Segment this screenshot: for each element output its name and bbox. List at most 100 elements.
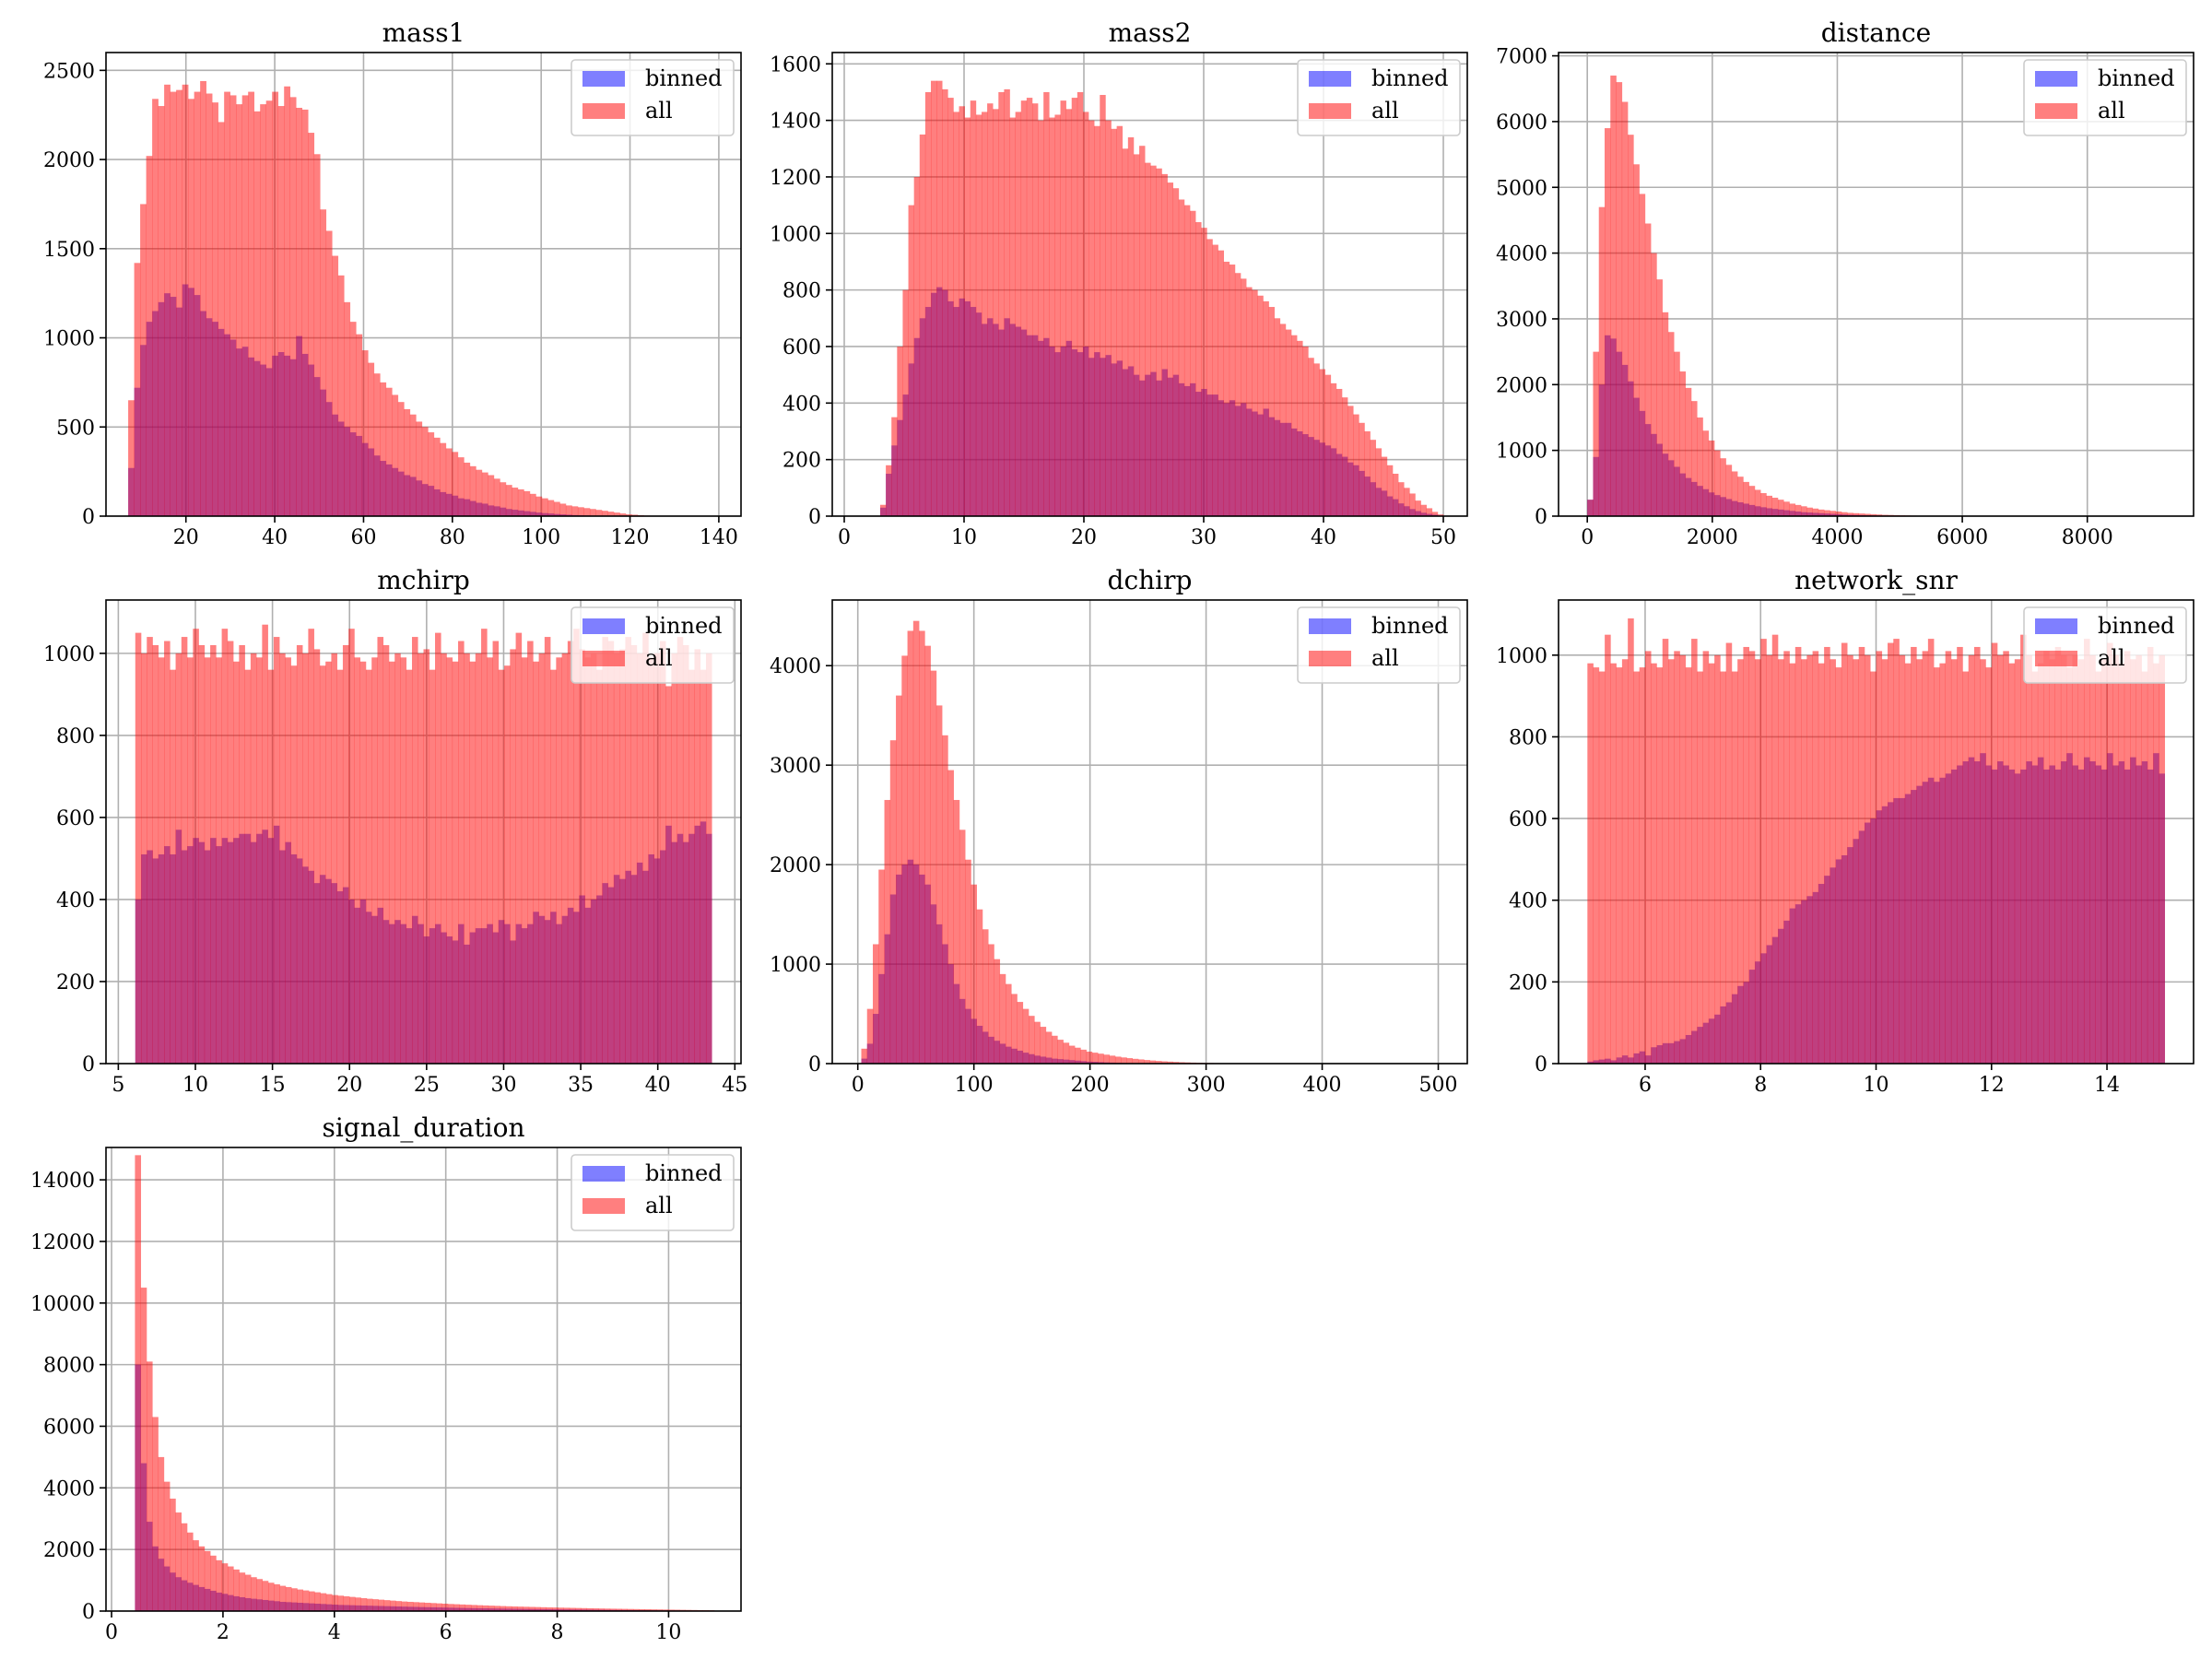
series-all	[128, 80, 668, 516]
bar-all	[1731, 671, 1738, 1064]
bar-all	[1783, 651, 1790, 1064]
x-tick-label: 0	[105, 1621, 118, 1644]
histogram-panel-signal_duration: 0 2 4 6 8 10 0 2000 4000 6000 8000 10000 12000 14000 s…	[30, 1112, 742, 1644]
histogram-panel-mass2: 0 10 20 30 40 50 0 200 400 600 800 1000 1200 1400 1600…	[770, 18, 1468, 549]
bar-all	[1080, 1049, 1087, 1064]
bar-all	[361, 350, 369, 516]
legend: binned all	[571, 59, 735, 136]
bar-all	[152, 99, 159, 516]
bar-all	[296, 644, 303, 1064]
bar-all	[210, 1555, 217, 1611]
bar-all	[469, 661, 477, 1064]
bar-all	[656, 1609, 663, 1611]
bar-all	[366, 1598, 373, 1611]
bar-all	[1137, 1059, 1145, 1064]
histogram-panel-mchirp: 5 10 15 20 25 30 35 40 45 0 200 400 600 800 1000 mchirp…	[43, 565, 747, 1097]
legend-swatch-all	[1309, 103, 1351, 119]
bar-all	[331, 653, 337, 1064]
bar-all	[1789, 503, 1796, 516]
bar-all	[397, 402, 405, 516]
bar-all	[447, 1604, 454, 1611]
bar-all	[913, 176, 921, 516]
legend-swatch-all	[582, 1198, 625, 1214]
bar-all	[2037, 663, 2044, 1064]
bar-all	[221, 1563, 229, 1611]
bar-all	[2077, 659, 2085, 1064]
bar-all	[1094, 125, 1100, 516]
bar-all	[935, 705, 943, 1064]
bar-all	[873, 944, 879, 1064]
bar-all	[1893, 639, 1900, 1064]
x-tick-label: 35	[568, 1074, 594, 1097]
bar-all	[878, 869, 885, 1064]
bar-all	[1342, 397, 1348, 516]
legend-label-binned: binned	[2098, 65, 2175, 91]
bar-all	[224, 91, 230, 516]
bar-all	[682, 644, 689, 1064]
bar-all	[1899, 654, 1906, 1064]
bar-all	[152, 1417, 159, 1611]
bar-all	[976, 909, 983, 1064]
y-tick-label: 600	[56, 807, 95, 830]
bar-all	[406, 669, 413, 1064]
bar-all	[301, 109, 309, 516]
bar-all	[206, 93, 213, 516]
bar-all	[1685, 387, 1692, 516]
bar-all	[373, 373, 381, 516]
bar-all	[1263, 300, 1269, 516]
bar-all	[1991, 642, 1998, 1064]
x-tick-label: 0	[1581, 526, 1594, 549]
bar-all	[586, 1607, 594, 1611]
bar-all	[445, 448, 453, 516]
bar-all	[953, 799, 960, 1064]
bar-all	[897, 346, 903, 516]
bar-all	[1375, 448, 1382, 516]
bar-all	[392, 394, 399, 516]
bar-all	[1218, 250, 1225, 516]
bar-all	[1939, 663, 1946, 1064]
x-tick-label: 20	[1071, 526, 1097, 549]
bar-all	[181, 1523, 188, 1611]
bars	[135, 624, 712, 1064]
bar-all	[152, 644, 159, 1064]
bar-all	[947, 98, 954, 516]
bar-all	[987, 103, 994, 516]
bar-all	[1105, 120, 1112, 516]
bar-all	[176, 89, 182, 516]
y-tick-label: 2000	[43, 149, 95, 172]
bar-all	[1679, 371, 1687, 516]
bar-all	[866, 1008, 874, 1064]
bar-all	[505, 485, 512, 516]
bar-all	[1593, 667, 1600, 1064]
bar-all	[164, 84, 171, 516]
bar-all	[308, 133, 315, 516]
bar-all	[523, 1606, 530, 1611]
bar-all	[1973, 646, 1981, 1064]
bar-all	[1766, 654, 1773, 1064]
bar-all	[457, 457, 465, 516]
bar-all	[964, 117, 971, 516]
x-tick-label: 40	[262, 526, 288, 549]
bar-all	[1132, 1058, 1139, 1064]
bar-all	[267, 669, 275, 1064]
bar-all	[1743, 481, 1749, 516]
legend-label-all: all	[2098, 98, 2125, 124]
y-tick-label: 12000	[30, 1231, 95, 1254]
bar-all	[601, 511, 608, 516]
x-tick-label: 80	[440, 526, 465, 549]
bar-all	[413, 1602, 419, 1611]
bar-all	[356, 334, 363, 516]
bar-all	[1133, 154, 1140, 516]
bar-all	[227, 641, 234, 1064]
series-all	[135, 624, 712, 1064]
bar-all	[558, 1607, 564, 1611]
bar-all	[200, 80, 206, 516]
legend: binned all	[2023, 606, 2187, 684]
bar-all	[535, 1606, 541, 1611]
bar-all	[1888, 642, 1894, 1064]
histogram-panel-distance: 0 2000 4000 6000 8000 0 1000 2000 3000 4000 5000 60…	[1496, 18, 2194, 549]
bar-all	[188, 99, 194, 516]
bar-all	[1697, 671, 1703, 1064]
bar-all	[248, 91, 254, 516]
bar-all	[1420, 504, 1427, 516]
